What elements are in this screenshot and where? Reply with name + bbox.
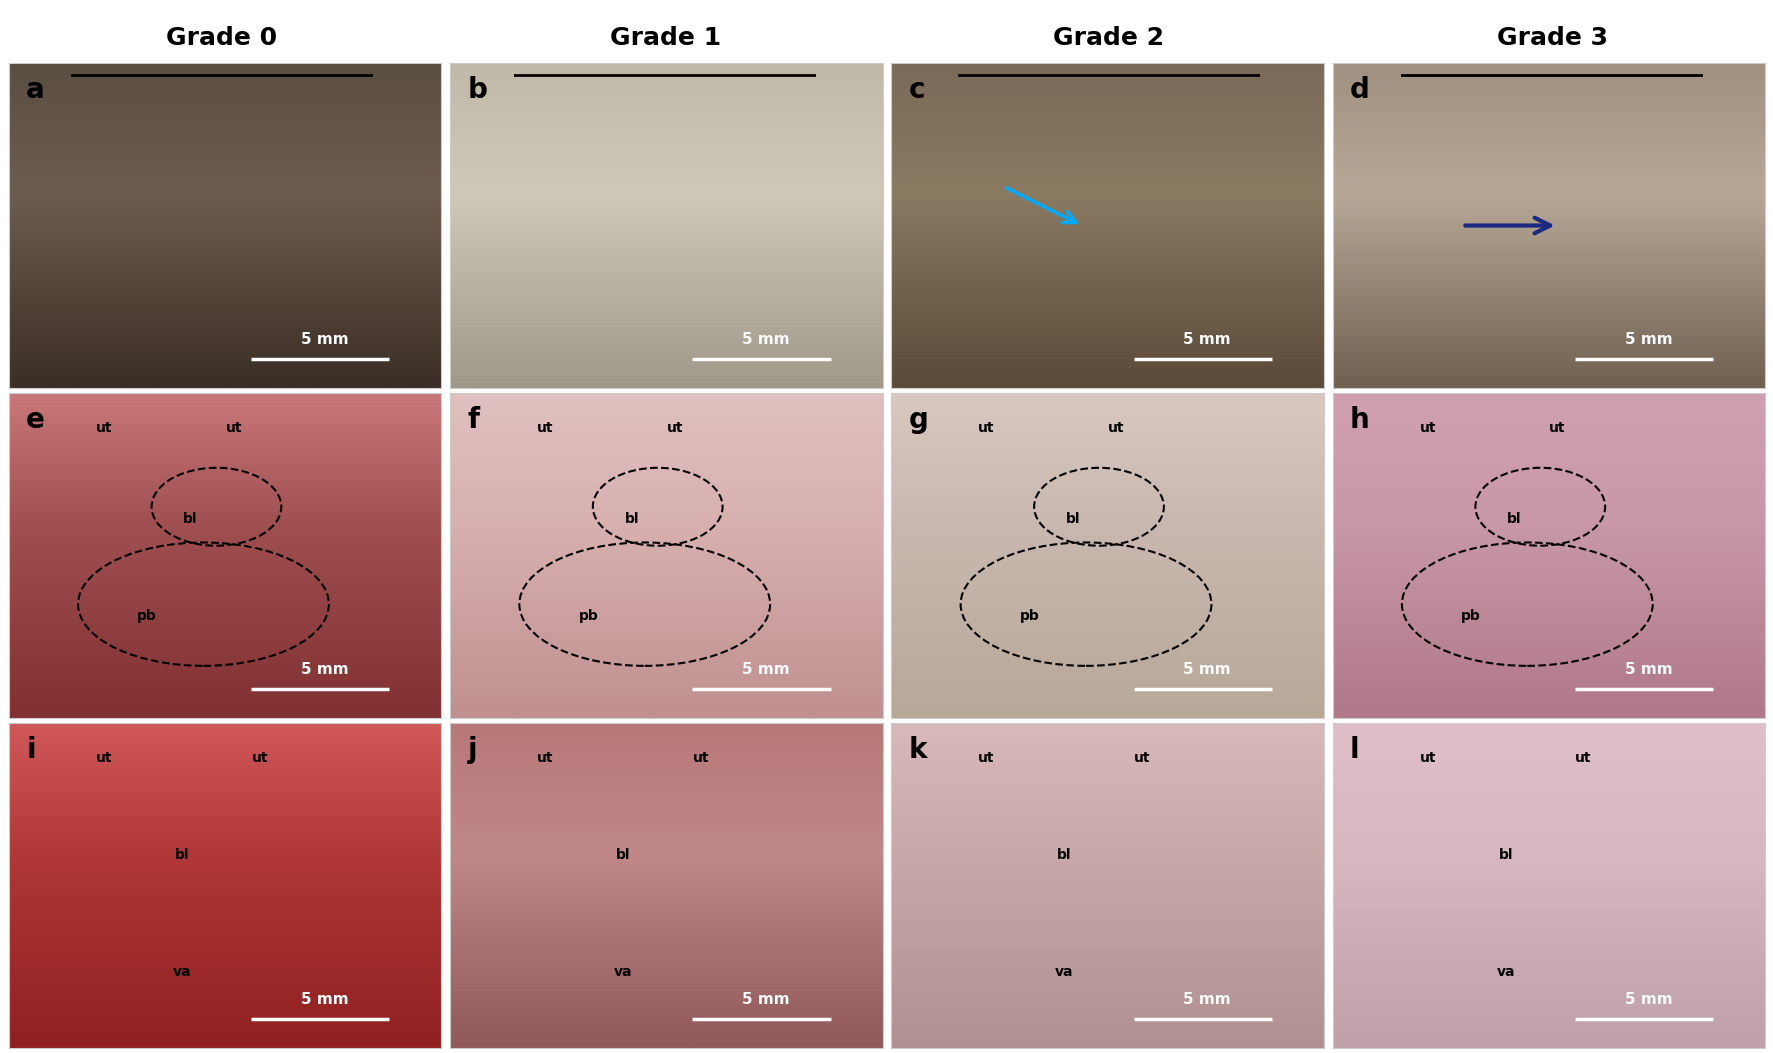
Text: ut: ut [252, 751, 268, 766]
Text: h: h [1349, 406, 1369, 434]
Text: j: j [466, 736, 477, 764]
Text: 5 mm: 5 mm [1183, 333, 1230, 347]
Text: va: va [613, 966, 631, 979]
Text: 5 mm: 5 mm [1183, 992, 1230, 1007]
Text: l: l [1349, 736, 1358, 764]
Text: bl: bl [1066, 512, 1080, 526]
Text: b: b [466, 76, 488, 104]
Text: pb: pb [1019, 610, 1039, 623]
Text: bl: bl [174, 849, 190, 862]
Text: 5 mm: 5 mm [301, 992, 348, 1007]
Text: 5 mm: 5 mm [741, 662, 789, 677]
Text: 5 mm: 5 mm [741, 333, 789, 347]
Text: ut: ut [225, 421, 241, 435]
Text: ut: ut [1574, 751, 1590, 766]
Text: pb: pb [578, 610, 598, 623]
Text: bl: bl [1057, 849, 1071, 862]
Text: ut: ut [96, 751, 112, 766]
Text: ut: ut [1418, 751, 1436, 766]
Text: Grade 0: Grade 0 [167, 26, 277, 51]
Text: bl: bl [1507, 512, 1521, 526]
Text: e: e [27, 406, 44, 434]
Text: f: f [466, 406, 479, 434]
Text: bl: bl [615, 849, 629, 862]
Text: ut: ut [537, 751, 553, 766]
Text: bl: bl [1498, 849, 1512, 862]
Text: a: a [27, 76, 44, 104]
Text: ut: ut [691, 751, 709, 766]
Text: bl: bl [624, 512, 638, 526]
Text: k: k [908, 736, 927, 764]
Text: 5 mm: 5 mm [1624, 992, 1672, 1007]
Text: pb: pb [137, 610, 158, 623]
Text: ut: ut [1133, 751, 1151, 766]
Text: ut: ut [1418, 421, 1436, 435]
Text: 5 mm: 5 mm [301, 333, 348, 347]
Text: ut: ut [977, 421, 995, 435]
Text: g: g [908, 406, 927, 434]
Text: 5 mm: 5 mm [1183, 662, 1230, 677]
Text: ut: ut [1548, 421, 1566, 435]
Text: Grade 2: Grade 2 [1053, 26, 1163, 51]
Text: ut: ut [667, 421, 683, 435]
Text: 5 mm: 5 mm [1624, 662, 1672, 677]
Text: d: d [1349, 76, 1369, 104]
Text: va: va [172, 966, 191, 979]
Text: i: i [27, 736, 35, 764]
Text: va: va [1055, 966, 1073, 979]
Text: 5 mm: 5 mm [301, 662, 348, 677]
Text: ut: ut [537, 421, 553, 435]
Text: Grade 1: Grade 1 [610, 26, 720, 51]
Text: ut: ut [1108, 421, 1124, 435]
Text: Grade 3: Grade 3 [1496, 26, 1606, 51]
Text: 5 mm: 5 mm [1624, 333, 1672, 347]
Text: pb: pb [1461, 610, 1480, 623]
Text: ut: ut [977, 751, 995, 766]
Text: ut: ut [96, 421, 112, 435]
Text: bl: bl [183, 512, 197, 526]
Text: c: c [908, 76, 926, 104]
Text: va: va [1496, 966, 1514, 979]
Text: 5 mm: 5 mm [741, 992, 789, 1007]
